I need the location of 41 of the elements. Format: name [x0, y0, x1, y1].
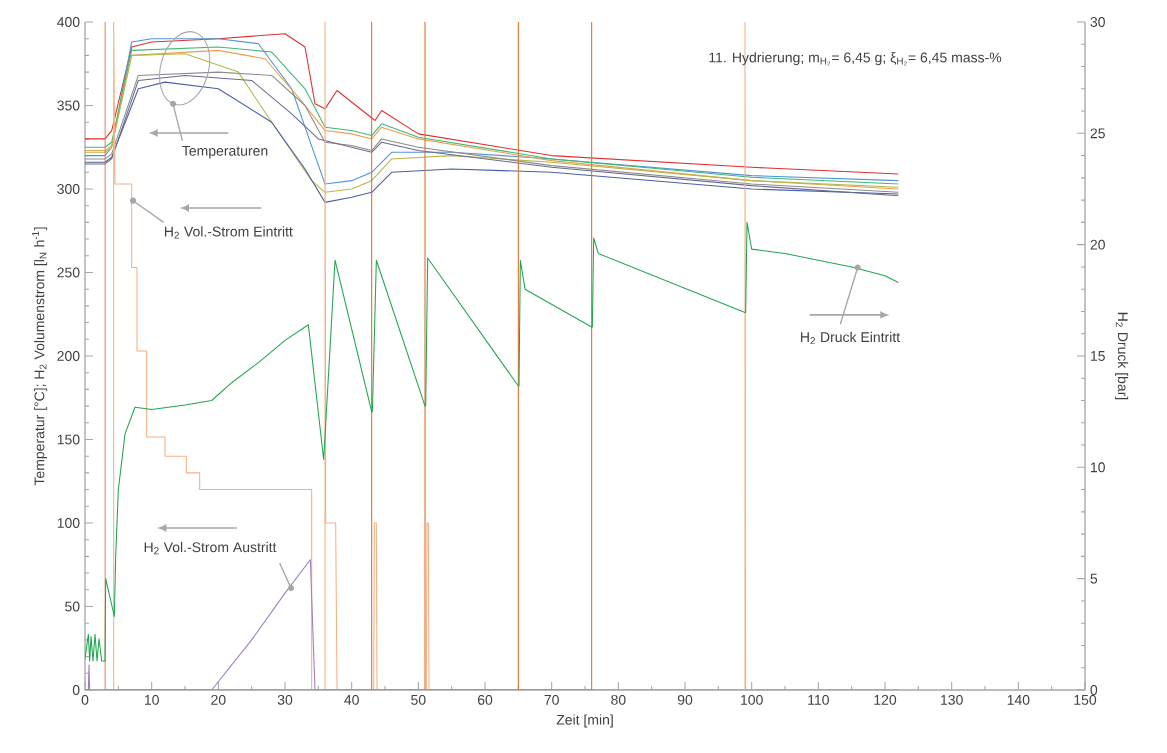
x-tick-label: 120 — [874, 694, 897, 705]
y2-tick-label: 0 — [1090, 685, 1098, 695]
x-axis-title: Zeit [min] — [556, 714, 613, 728]
y-tick-label: 400 — [57, 17, 80, 27]
x-tick-label: 110 — [808, 694, 829, 705]
x-tick-label: 20 — [211, 694, 226, 705]
y-tick-label: 150 — [57, 434, 80, 445]
x-tick-label: 60 — [477, 694, 493, 705]
annotation: Temperaturen — [182, 146, 268, 159]
x-tick-label: 40 — [344, 694, 359, 705]
y-tick-label: 200 — [57, 351, 80, 361]
y2-tick-label: 25 — [1090, 128, 1105, 139]
y-tick-label: 100 — [57, 518, 80, 528]
y-tick-label: 250 — [57, 267, 80, 278]
y-tick-label: 0 — [72, 685, 80, 695]
y-tick-label: 350 — [57, 100, 80, 111]
annotation: H$_{2}$ Vol.-Strom Austritt — [144, 541, 277, 555]
annotation: 11. Hydrierung; m$_{H₂}$= 6,45 g; ξ$_{H₂}$= 6,45 mass-% — [709, 52, 1002, 66]
x-tick-label: 130 — [941, 694, 963, 705]
y2-tick-label: 20 — [1090, 239, 1105, 250]
y-tick-label: 50 — [65, 601, 80, 612]
x-tick-label: 70 — [544, 694, 559, 705]
y-axis-title: Temperatur [°C]; H$_{2}$ Volumenstrom [l$_{N}$ h$^{-1}$] — [32, 227, 48, 486]
x-tick-label: 90 — [677, 694, 693, 705]
y2-tick-label: 5 — [1090, 573, 1098, 584]
annotation: H$_{2}$ Vol.-Strom Eintritt — [164, 226, 293, 239]
x-tick-label: 140 — [1007, 694, 1030, 705]
x-tick-label: 0 — [81, 694, 89, 705]
y2-tick-label: 10 — [1091, 462, 1105, 473]
x-tick-label: 10 — [144, 694, 159, 705]
x-tick-label: 50 — [411, 694, 426, 705]
x-tick-label: 150 — [1074, 694, 1097, 705]
line-series — [85, 559, 899, 690]
annotation: H$_{2}$ Druck Eintritt — [801, 331, 900, 345]
x-tick-label: 80 — [611, 694, 626, 705]
y2-tick-label: 30 — [1090, 17, 1105, 27]
y2-tick-label: 15 — [1091, 351, 1105, 361]
y-tick-label: 300 — [57, 184, 80, 194]
y2-axis-title: H$_{2}$ Druck [bar] — [1115, 312, 1129, 400]
x-tick-label: 100 — [741, 694, 763, 705]
x-tick-label: 30 — [277, 694, 293, 705]
